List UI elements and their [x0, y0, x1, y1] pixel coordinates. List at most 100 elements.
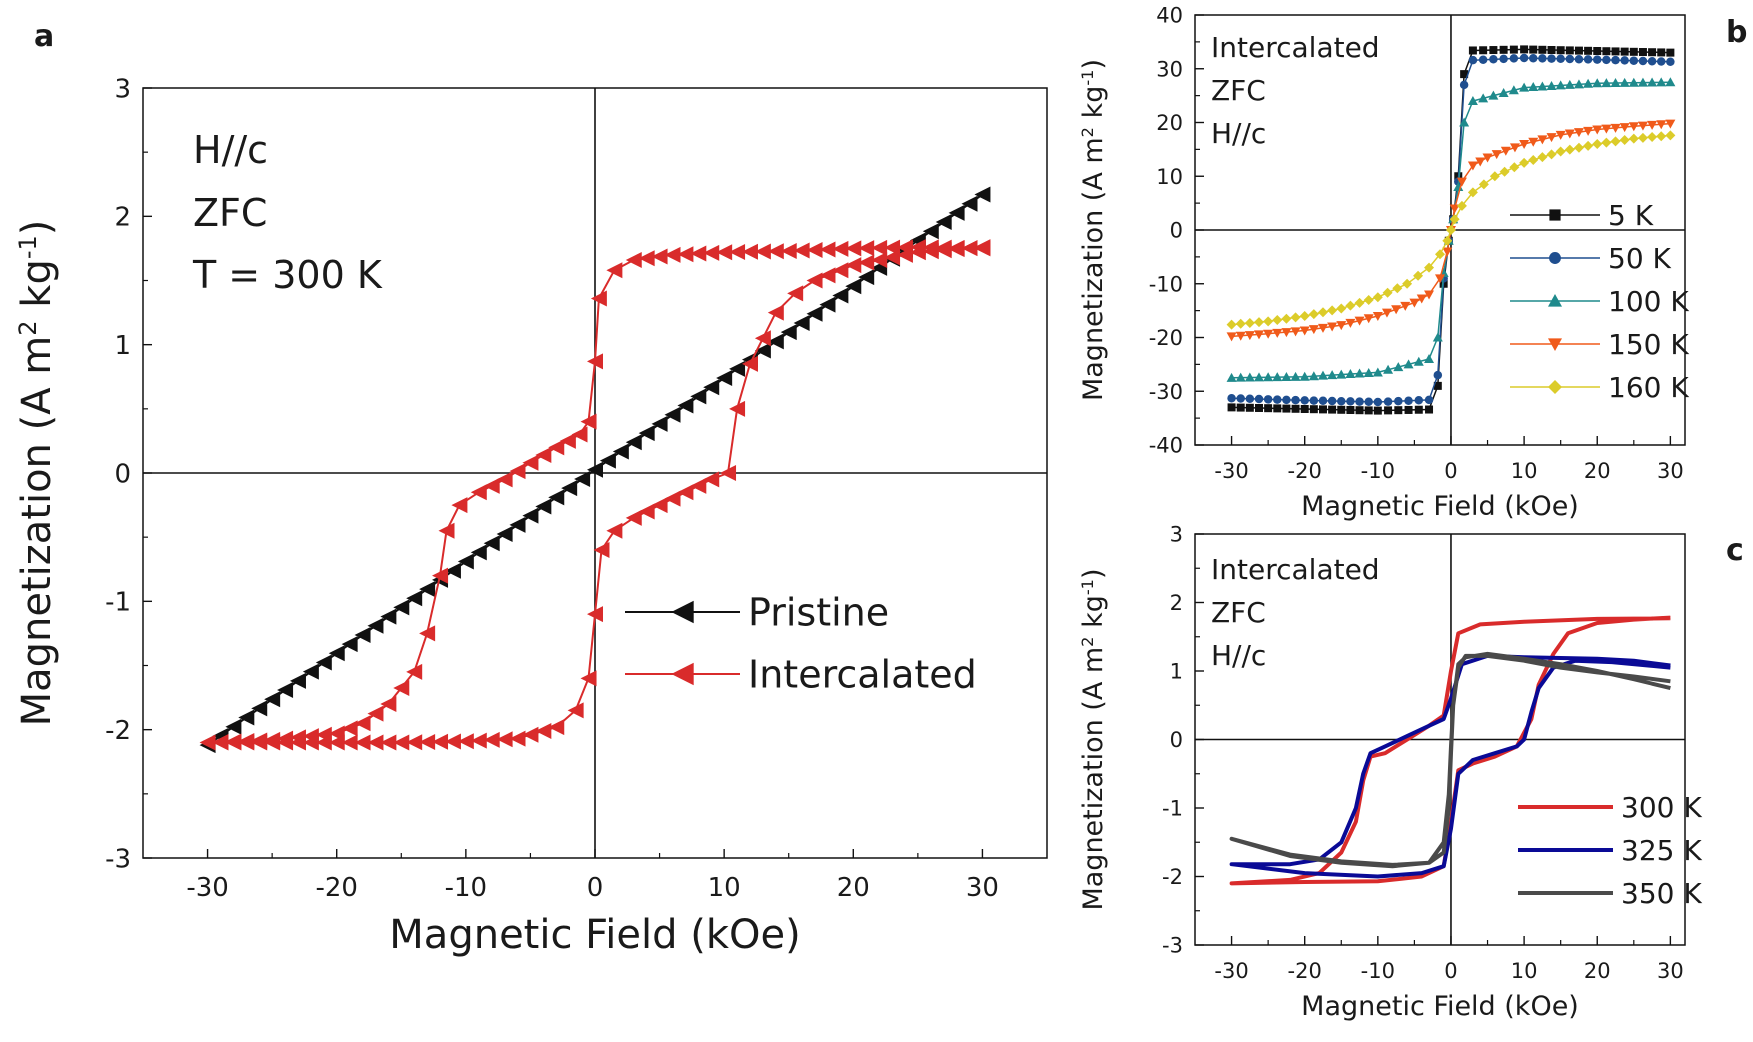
legend-marker: [1548, 380, 1562, 394]
figure-canvas: a b c -30 -20 -10 0 10 20 30-3-2-10123Magnetic…: [0, 0, 1753, 1042]
panel-b-xtick-label: 30: [1657, 459, 1684, 483]
data-point: [1602, 47, 1610, 55]
data-point: [1621, 48, 1629, 56]
panel-b-xtick-label: 20: [1584, 459, 1611, 483]
panel-a-annotation: ZFC: [193, 191, 267, 235]
panel-c-ytick-label: 2: [1170, 591, 1183, 615]
data-point: [1282, 396, 1291, 405]
data-point: [1364, 295, 1374, 305]
legend-marker: [1549, 252, 1561, 264]
data-point: [1592, 139, 1602, 149]
data-point: [1263, 316, 1273, 326]
panel-b-ylabel: Magnetization (A m2 kg-1): [1078, 59, 1110, 401]
data-point: [1469, 46, 1477, 54]
data-point: [1405, 406, 1413, 414]
panel-b-annotation: ZFC: [1211, 74, 1266, 107]
data-point: [1319, 397, 1328, 406]
data-point: [1254, 317, 1264, 327]
ylabel-sup: -1: [1078, 579, 1097, 595]
data-point: [1300, 311, 1310, 321]
data-point: [1601, 138, 1611, 148]
data-point: [1327, 305, 1337, 315]
panel-label-b: b: [1726, 15, 1747, 50]
panel-b-xtick-label: -30: [1214, 459, 1248, 483]
panel-c-xtick-label: -30: [1214, 959, 1248, 983]
data-point: [1557, 46, 1565, 54]
panel-b-ytick-label: -10: [1149, 272, 1183, 296]
data-point: [606, 523, 622, 539]
ylabel-text: kg: [14, 259, 60, 320]
legend-marker: [671, 601, 693, 623]
ylabel-text: ): [1078, 59, 1109, 70]
chart-panel-c: -30 -20 -10 0 10 20 30-3-2-10123Magnetic Field…: [1078, 523, 1703, 1022]
data-point: [1666, 49, 1674, 57]
data-point: [1657, 48, 1665, 56]
data-point: [1575, 55, 1584, 64]
legend-label: 160 K: [1608, 371, 1689, 404]
data-point: [1291, 396, 1300, 405]
data-point: [1415, 396, 1424, 405]
data-point: [1510, 46, 1518, 54]
data-point: [1500, 167, 1510, 177]
data-point: [1264, 404, 1272, 412]
panel-c-legend: 300 K325 K350 K: [1518, 791, 1702, 910]
data-point: [1310, 396, 1319, 405]
panel-b-annotation: H//c: [1211, 117, 1266, 150]
data-point: [1425, 396, 1434, 405]
data-point: [1434, 371, 1443, 380]
data-point: [1355, 397, 1364, 406]
panel-a-ylabel: Magnetization (A m2 kg-1): [14, 220, 60, 727]
data-point: [1630, 48, 1638, 56]
ylabel-sup: 2: [1078, 637, 1097, 647]
data-point: [1584, 55, 1593, 64]
data-point: [1575, 47, 1583, 55]
data-point: [1647, 132, 1657, 142]
data-point: [1310, 405, 1318, 413]
panel-a-xtick-label: 20: [837, 873, 870, 903]
data-point: [1666, 58, 1675, 66]
data-point: [1384, 397, 1393, 406]
data-point: [1227, 394, 1236, 403]
panel-c-annotation: Intercalated: [1211, 553, 1380, 586]
panel-b-ytick-label: 40: [1156, 4, 1183, 28]
data-point: [471, 484, 487, 500]
ylabel-text: ): [14, 220, 60, 236]
panel-c-ytick-label: -2: [1162, 865, 1183, 889]
panel-c-annotation: ZFC: [1211, 596, 1266, 629]
data-point: [1402, 279, 1412, 289]
data-point: [1620, 135, 1630, 145]
data-point: [1593, 55, 1602, 64]
data-point: [1384, 406, 1392, 414]
data-point: [1639, 48, 1647, 56]
data-point: [1374, 398, 1383, 407]
data-point: [1630, 56, 1639, 65]
data-point: [1236, 394, 1245, 403]
data-point: [1227, 320, 1237, 330]
data-point: [1364, 398, 1373, 407]
data-point: [1319, 405, 1327, 413]
ylabel-sup: -1: [1078, 70, 1097, 86]
data-point: [1629, 134, 1639, 144]
data-point: [1246, 404, 1254, 412]
data-point: [768, 305, 784, 321]
data-point: [1404, 396, 1413, 405]
panel-b-xtick-label: 0: [1444, 459, 1457, 483]
data-point: [1665, 130, 1675, 140]
data-point: [1346, 406, 1354, 414]
data-point: [1648, 48, 1656, 56]
panel-c-xtick-label: 30: [1657, 959, 1684, 983]
data-point: [1409, 299, 1419, 308]
data-point: [1337, 406, 1345, 414]
data-point: [1424, 354, 1434, 363]
panel-c-ytick-label: 1: [1170, 660, 1183, 684]
panel-a-xtick-label: -20: [315, 873, 357, 903]
panel-c-xtick-label: -10: [1361, 959, 1395, 983]
data-point: [1328, 397, 1337, 406]
panel-c-xtick-label: -20: [1288, 959, 1322, 983]
data-point: [1255, 395, 1264, 404]
data-point: [1620, 56, 1629, 64]
data-point: [1489, 46, 1497, 54]
data-point: [1373, 292, 1383, 302]
data-point: [1510, 54, 1519, 63]
data-point: [1656, 131, 1666, 141]
